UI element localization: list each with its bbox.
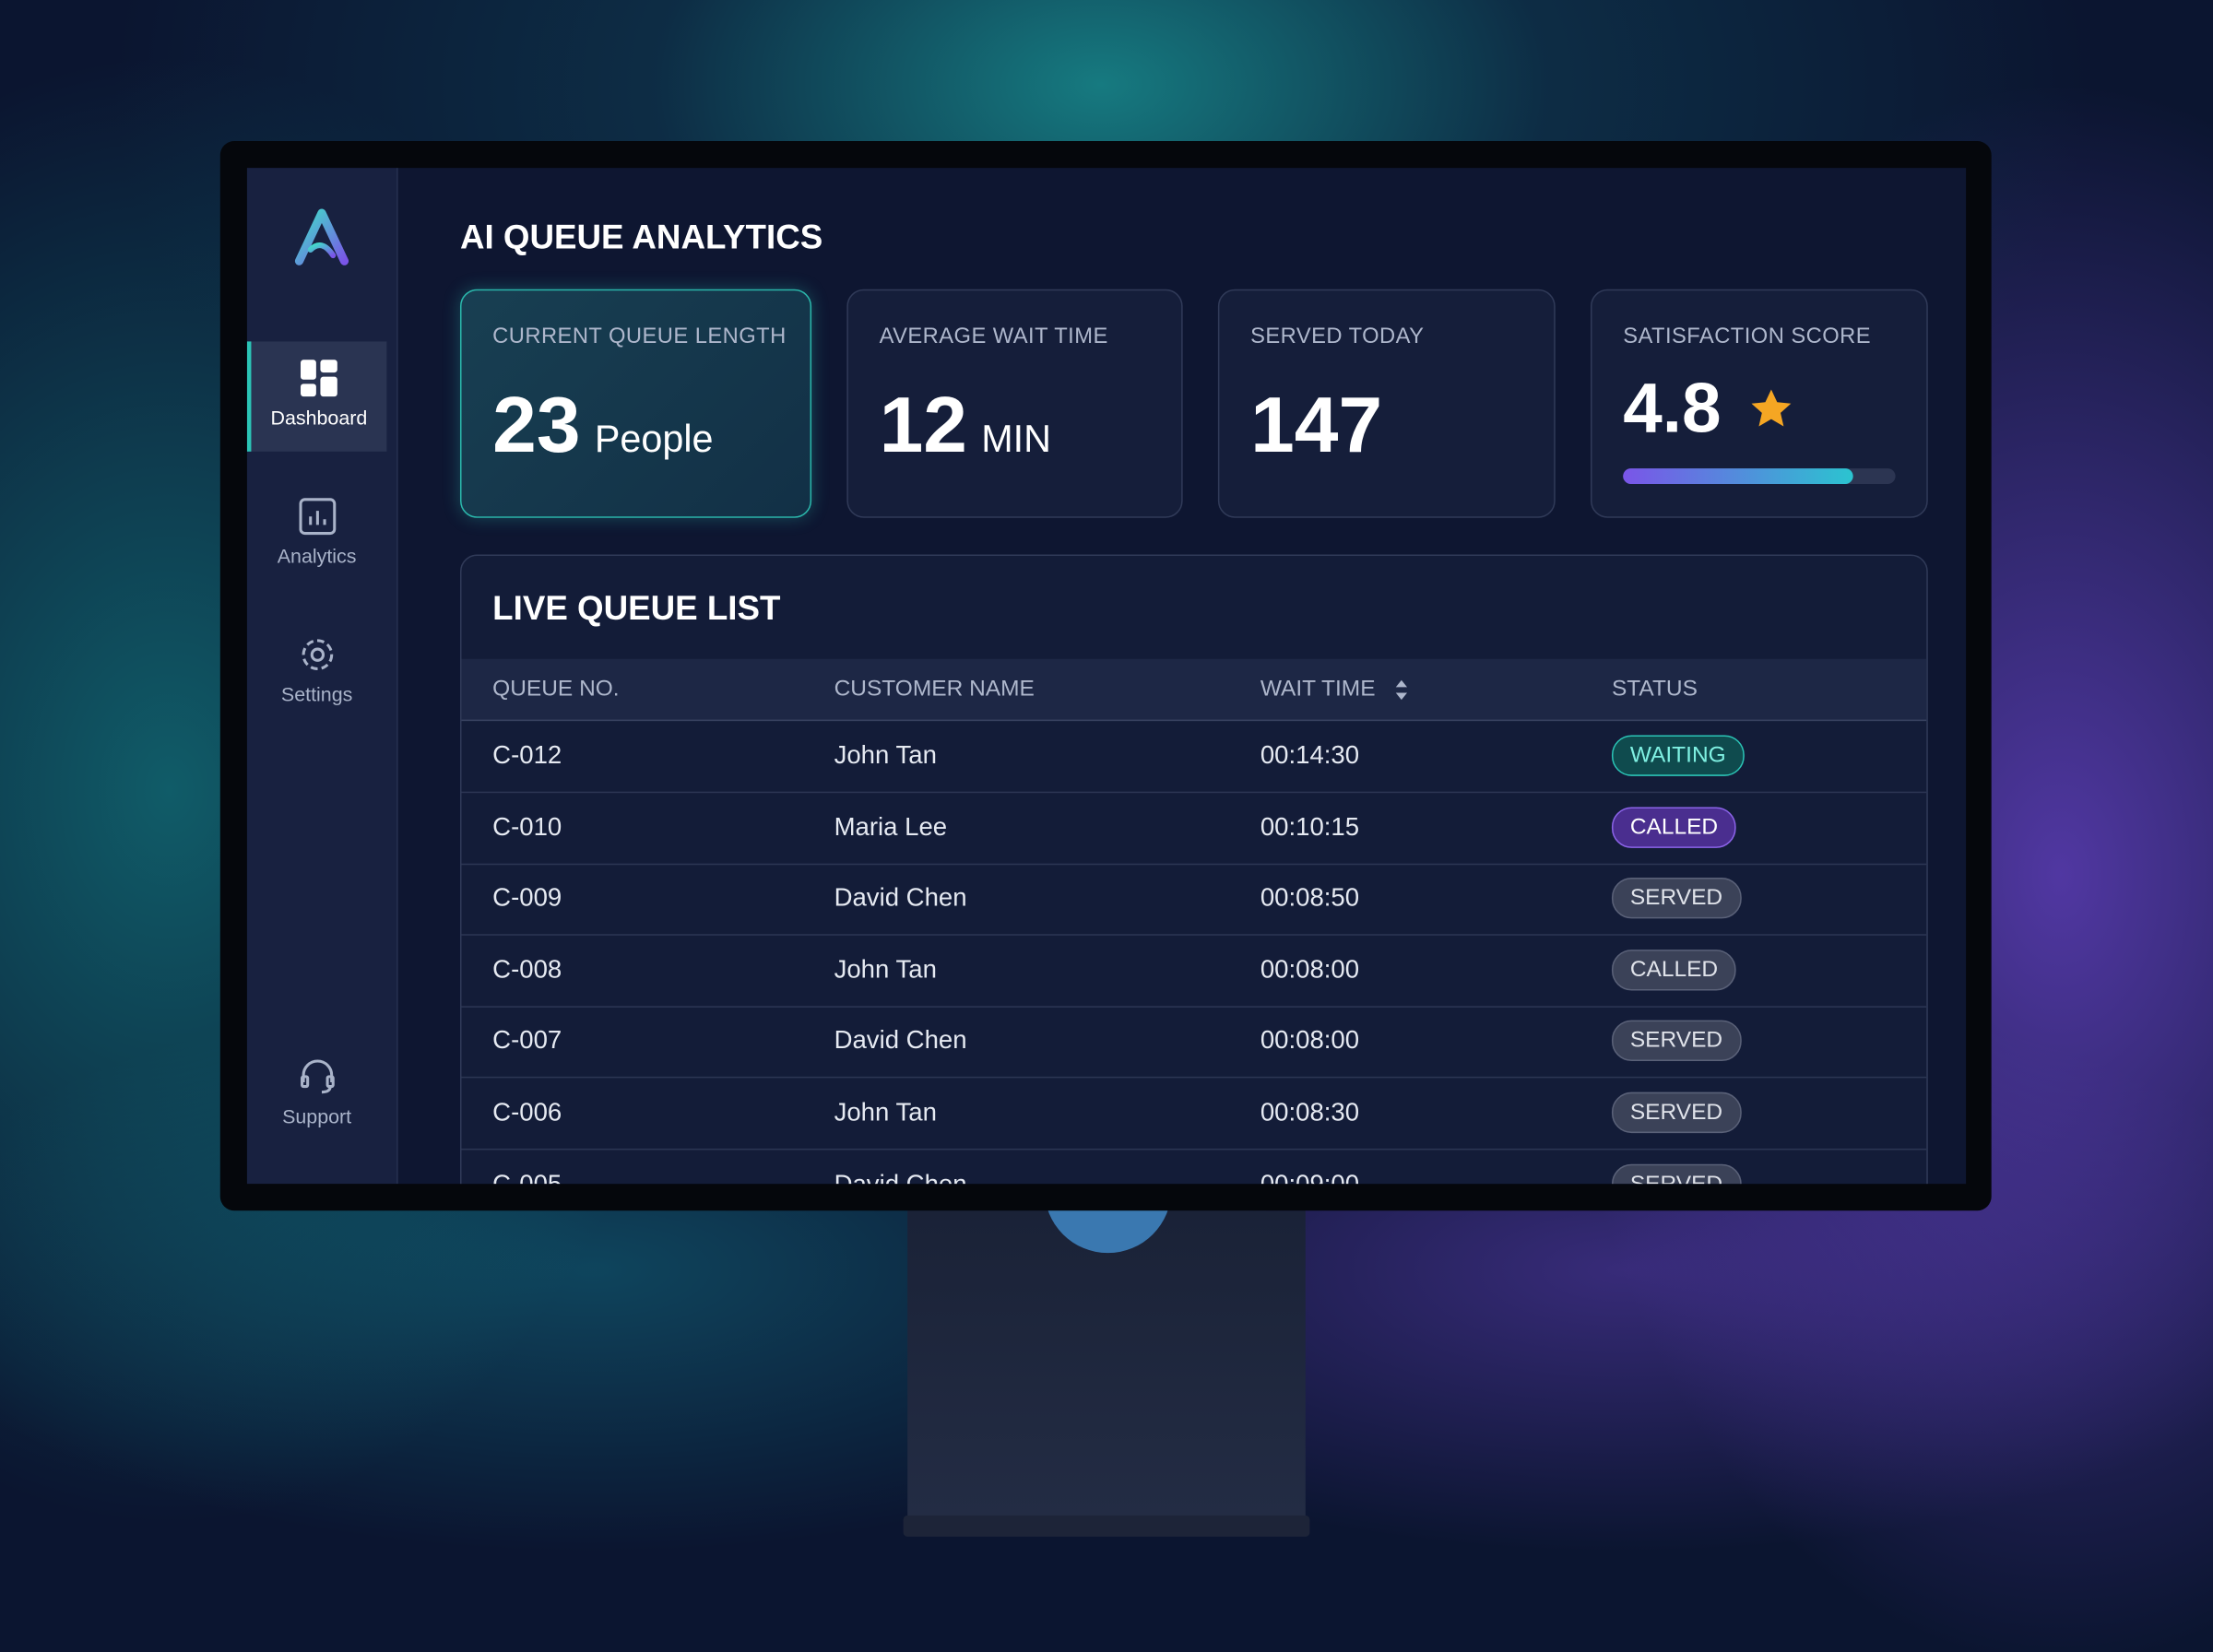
stat-number: 23 (492, 379, 581, 469)
progress-fill (1623, 468, 1853, 484)
icon (301, 360, 337, 397)
table-cell: Maria Lee (834, 812, 948, 841)
stat-value: 4.8 (1623, 367, 1794, 449)
table-cell: John Tan (834, 954, 937, 984)
page-title: AI QUEUE ANALYTICS (459, 218, 823, 257)
column-header: QUEUE NO. (492, 677, 620, 702)
table-cell: C-009 (492, 883, 562, 913)
nav-dashboard[interactable]: Dashboard (246, 341, 387, 452)
stat-label: CURRENT QUEUE LENGTH (492, 324, 787, 349)
sidebar: Dashboard Analytics Settings Support (246, 168, 398, 1185)
stat-label: SERVED TODAY (1250, 324, 1425, 349)
stat-card: SERVED TODAY 147 (1217, 289, 1556, 518)
stand-base (903, 1515, 1310, 1537)
status-badge: SERVED (1611, 878, 1742, 919)
table-cell: John Tan (834, 1097, 937, 1127)
nav-settings[interactable]: Settings (247, 618, 387, 727)
nav-label: Analytics (277, 544, 357, 568)
table-cell: David Chen (834, 1169, 967, 1185)
nav-support[interactable]: Support (247, 1040, 387, 1150)
table-row[interactable]: C-009 David Chen 00:08:50 SERVED (461, 864, 1927, 937)
table-cell: David Chen (834, 883, 967, 913)
table-cell: 00:08:00 (1260, 954, 1360, 984)
stat-number: 147 (1250, 379, 1383, 469)
stat-label: SATISFACTION SCORE (1623, 324, 1872, 349)
status-badge: CALLED (1611, 806, 1737, 848)
table-row[interactable]: C-006 John Tan 00:08:30 SERVED (461, 1078, 1927, 1150)
icon (300, 1059, 334, 1094)
stat-value: 147 (1250, 378, 1382, 469)
table-row[interactable]: C-005 David Chen 00:09:00 SERVED (462, 1150, 1927, 1185)
status-badge: SERVED (1611, 1021, 1742, 1062)
progress-track (1623, 468, 1896, 484)
nav-label: Dashboard (270, 406, 368, 430)
stat-number: 4.8 (1623, 368, 1722, 448)
status-badge: CALLED (1611, 949, 1737, 991)
table-cell: C-012 (492, 740, 562, 770)
icon (298, 498, 336, 536)
stat-card: CURRENT QUEUE LENGTH 23 People (459, 289, 812, 518)
stat-value: 12 MIN (880, 378, 1051, 469)
table-header: QUEUE NO. CUSTOMER NAME WAIT TIME STATUS (461, 658, 1927, 722)
nav-label: Support (282, 1104, 352, 1127)
table-row[interactable]: C-010 Maria Lee 00:10:15 CALLED (461, 793, 1927, 865)
logo (294, 208, 349, 266)
stat-unit: People (594, 418, 714, 460)
queue-panel: LIVE QUEUE LIST QUEUE NO. CUSTOMER NAME WA… (459, 554, 1928, 1185)
stat-number: 12 (879, 379, 967, 469)
star-icon (1752, 389, 1792, 427)
table-cell: 00:08:50 (1260, 883, 1360, 913)
nav-analytics[interactable]: Analytics (247, 479, 387, 589)
nav-label: Settings (280, 682, 353, 706)
table-cell: 00:14:30 (1260, 740, 1360, 770)
table-cell: C-010 (492, 812, 562, 841)
panel-title: LIVE QUEUE LIST (492, 589, 781, 629)
column-header: CUSTOMER NAME (834, 677, 1035, 702)
icon (301, 639, 333, 671)
table-cell: 00:09:00 (1260, 1169, 1360, 1185)
table-cell: 00:08:30 (1260, 1097, 1360, 1127)
stat-card: SATISFACTION SCORE 4.8 (1590, 289, 1928, 518)
column-header: STATUS (1611, 677, 1698, 702)
table-cell: C-008 (492, 954, 562, 984)
stat-card: AVERAGE WAIT TIME 12 MIN (846, 289, 1183, 518)
screen: Dashboard Analytics Settings Support AI … (246, 168, 1967, 1185)
table-cell: C-007 (492, 1026, 562, 1055)
table-row[interactable]: C-012 John Tan 00:14:30 WAITING (461, 721, 1927, 794)
table-cell: 00:10:15 (1260, 812, 1360, 841)
table-cell: John Tan (834, 740, 937, 770)
status-badge: SERVED (1611, 1163, 1742, 1185)
stat-value: 23 People (492, 378, 713, 469)
column-header[interactable]: WAIT TIME (1260, 678, 1408, 703)
table-cell: C-005 (492, 1169, 562, 1185)
table-cell: C-006 (492, 1097, 562, 1127)
stat-label: AVERAGE WAIT TIME (879, 324, 1108, 349)
stat-unit: MIN (981, 418, 1051, 460)
table-row[interactable]: C-008 John Tan 00:08:00 CALLED (461, 935, 1927, 1008)
table-cell: 00:08:00 (1260, 1026, 1360, 1055)
sort-icon (1395, 679, 1408, 701)
table-cell: David Chen (834, 1026, 967, 1055)
table-row[interactable]: C-007 David Chen 00:08:00 SERVED (461, 1007, 1927, 1079)
status-badge: SERVED (1611, 1092, 1742, 1134)
status-badge: WAITING (1611, 735, 1745, 776)
monitor-stand (907, 1210, 1306, 1518)
